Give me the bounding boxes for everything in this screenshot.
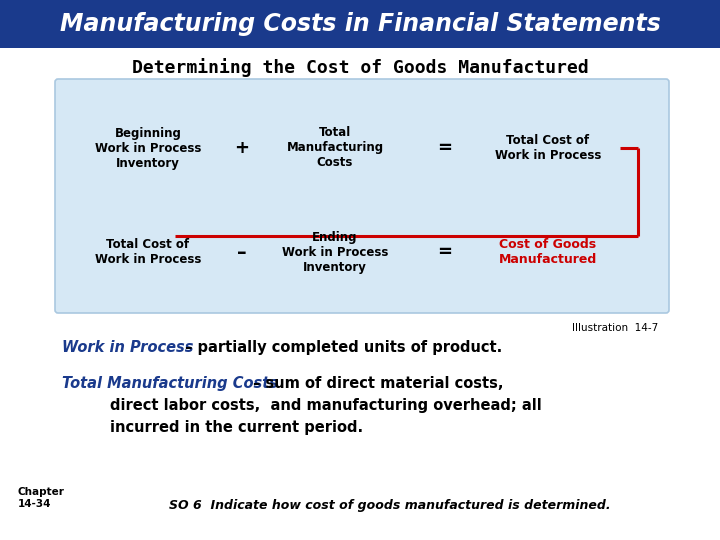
Text: Total Cost of
Work in Process: Total Cost of Work in Process — [95, 238, 201, 266]
Text: Beginning
Work in Process
Inventory: Beginning Work in Process Inventory — [95, 126, 201, 170]
Text: Total
Manufacturing
Costs: Total Manufacturing Costs — [287, 126, 384, 170]
Text: Work in Process: Work in Process — [62, 340, 194, 355]
Text: Cost of Goods
Manufactured: Cost of Goods Manufactured — [499, 238, 597, 266]
Text: – sum of direct material costs,: – sum of direct material costs, — [248, 376, 503, 391]
Text: +: + — [235, 139, 250, 157]
Text: Chapter
14-34: Chapter 14-34 — [18, 487, 65, 509]
Text: Determining the Cost of Goods Manufactured: Determining the Cost of Goods Manufactur… — [132, 58, 588, 78]
Bar — [0, 0, 720, 48]
Text: Illustration  14-7: Illustration 14-7 — [572, 323, 658, 333]
Text: Total Manufacturing Costs: Total Manufacturing Costs — [62, 376, 278, 391]
FancyBboxPatch shape — [55, 79, 669, 313]
Text: Manufacturing Costs in Financial Statements: Manufacturing Costs in Financial Stateme… — [60, 12, 660, 36]
Text: direct labor costs,  and manufacturing overhead; all: direct labor costs, and manufacturing ov… — [110, 398, 541, 413]
Text: –: – — [237, 242, 247, 261]
Text: Total Cost of
Work in Process: Total Cost of Work in Process — [495, 134, 601, 162]
Text: – partially completed units of product.: – partially completed units of product. — [180, 340, 503, 355]
Text: SO 6  Indicate how cost of goods manufactured is determined.: SO 6 Indicate how cost of goods manufact… — [169, 498, 611, 511]
Text: =: = — [438, 139, 452, 157]
Text: incurred in the current period.: incurred in the current period. — [110, 420, 363, 435]
Text: Ending
Work in Process
Inventory: Ending Work in Process Inventory — [282, 231, 388, 273]
Text: =: = — [438, 243, 452, 261]
